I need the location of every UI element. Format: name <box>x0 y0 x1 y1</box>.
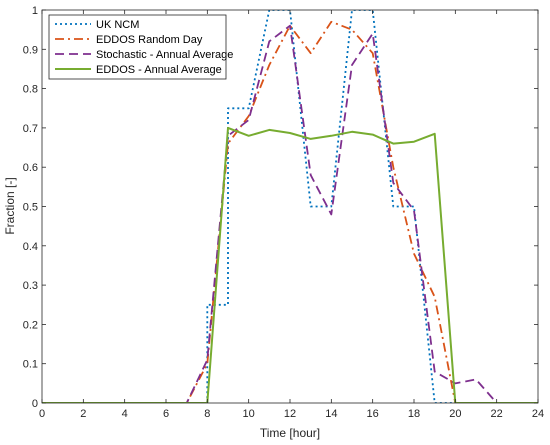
x-tick-label: 0 <box>39 408 45 420</box>
y-tick-label: 0.1 <box>23 359 38 371</box>
y-tick-label: 0.9 <box>23 44 38 56</box>
legend-label-2: EDDOS Random Day <box>96 34 203 46</box>
y-tick-label: 0.2 <box>23 319 38 331</box>
x-tick-label: 6 <box>163 408 169 420</box>
y-axis-label: Fraction [-] <box>3 177 17 234</box>
x-tick-label: 22 <box>491 408 503 420</box>
x-tick-label: 8 <box>204 408 210 420</box>
y-tick-label: 0.8 <box>23 84 38 96</box>
y-tick-label: 0.7 <box>23 123 38 135</box>
ticks-layer: 0 2 4 6 8 10 12 14 16 18 20 22 2400.10.20.30.40.50.6… <box>23 5 544 420</box>
legend-label-4: EDDOS - Annual Average <box>96 64 222 76</box>
legend-items: UK NCM EDDOS Random Day Stochastic - Annua… <box>55 19 233 76</box>
y-tick-label: 0.4 <box>23 241 38 253</box>
x-tick-label: 10 <box>243 408 255 420</box>
y-tick-label: 0 <box>32 398 38 410</box>
plot-frame <box>41 9 539 404</box>
x-axis-label: Time [hour] <box>260 426 320 440</box>
x-tick-label: 2 <box>80 408 86 420</box>
legend-label-3: Stochastic - Annual Average <box>96 49 233 61</box>
x-tick-label: 4 <box>122 408 128 420</box>
legend: UK NCM EDDOS Random Day Stochastic - Annua… <box>48 14 233 80</box>
x-tick-label: 14 <box>325 408 337 420</box>
series-line-4 <box>42 126 538 403</box>
y-tick-label: 0.3 <box>23 280 38 292</box>
x-tick-label: 12 <box>284 408 296 420</box>
y-tick-label: 0.5 <box>23 202 38 214</box>
series-line-1 <box>42 10 538 403</box>
x-tick-label: 24 <box>532 408 544 420</box>
y-tick-label: 0.6 <box>23 162 38 174</box>
series-layer <box>42 10 538 403</box>
x-tick-label: 20 <box>449 408 461 420</box>
legend-label-1: UK NCM <box>96 19 139 31</box>
x-tick-label: 16 <box>367 408 379 420</box>
x-tick-label: 18 <box>408 408 420 420</box>
y-tick-label: 1 <box>32 5 38 17</box>
